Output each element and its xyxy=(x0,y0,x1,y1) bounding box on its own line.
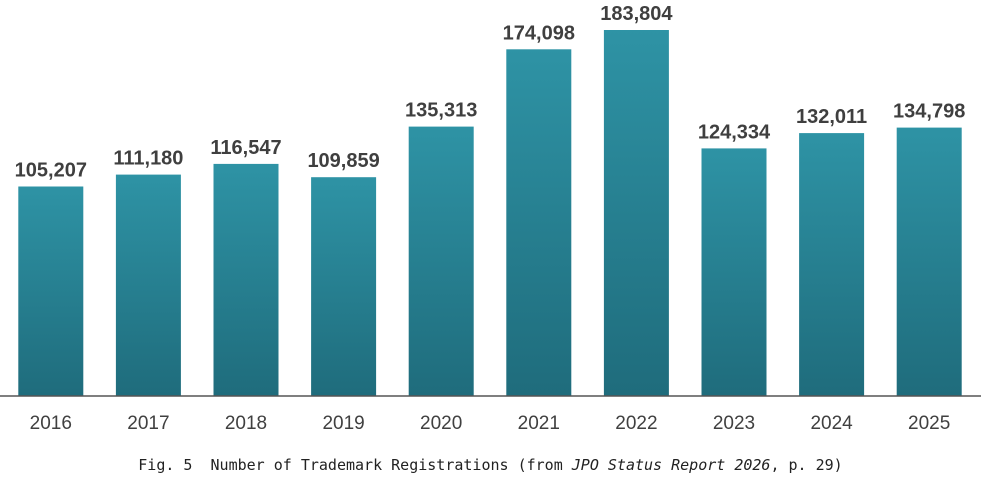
value-label-2025: 134,798 xyxy=(893,101,965,123)
x-tick-label-2021: 2021 xyxy=(518,413,560,434)
bar-2022 xyxy=(603,30,669,396)
x-tick-label-2023: 2023 xyxy=(713,413,755,434)
caption-prefix: Fig. 5 Number of Trademark Registrations… xyxy=(138,456,572,474)
x-tick-label-2022: 2022 xyxy=(615,413,657,434)
x-tick-label-2020: 2020 xyxy=(420,413,462,434)
value-label-2023: 124,334 xyxy=(698,121,771,143)
bar-chart: 105,207 111,180 116,547 109,859 135,313 174,0… xyxy=(0,3,981,434)
caption-source: JPO Status Report 2026 xyxy=(571,456,771,474)
value-label-2018: 116,547 xyxy=(210,137,281,159)
bars-layer xyxy=(18,30,962,397)
x-tick-label-2017: 2017 xyxy=(127,413,169,434)
bar-2019 xyxy=(311,177,377,396)
value-label-2020: 135,313 xyxy=(405,100,477,122)
x-tick-label-2019: 2019 xyxy=(322,413,364,434)
bar-2016 xyxy=(18,186,84,396)
x-tick-label-2016: 2016 xyxy=(30,413,72,434)
x-tick-label-2024: 2024 xyxy=(810,413,853,434)
x-tick-labels-layer: 2016 2017 2018 2019 2020 2021 2022 2023 2024 2025 xyxy=(30,413,951,434)
bar-2020 xyxy=(408,126,474,396)
value-label-2024: 132,011 xyxy=(796,106,867,128)
bar-2021 xyxy=(506,49,572,397)
caption-suffix: , p. 29) xyxy=(770,456,843,474)
x-tick-label-2025: 2025 xyxy=(908,413,950,434)
value-labels-layer: 105,207 111,180 116,547 109,859 135,313 174,0… xyxy=(15,3,966,182)
bar-2018 xyxy=(213,163,279,396)
bar-2024 xyxy=(799,133,865,396)
figure-caption: Fig. 5 Number of Trademark Registrations… xyxy=(0,456,981,474)
bar-2025 xyxy=(896,127,962,396)
bar-2017 xyxy=(115,174,181,396)
value-label-2016: 105,207 xyxy=(15,160,87,182)
value-label-2017: 111,180 xyxy=(113,148,183,170)
value-label-2022: 183,804 xyxy=(600,3,673,25)
value-label-2021: 174,098 xyxy=(503,22,575,44)
x-tick-label-2018: 2018 xyxy=(225,413,267,434)
value-label-2019: 109,859 xyxy=(307,150,379,172)
bar-2023 xyxy=(701,148,767,396)
